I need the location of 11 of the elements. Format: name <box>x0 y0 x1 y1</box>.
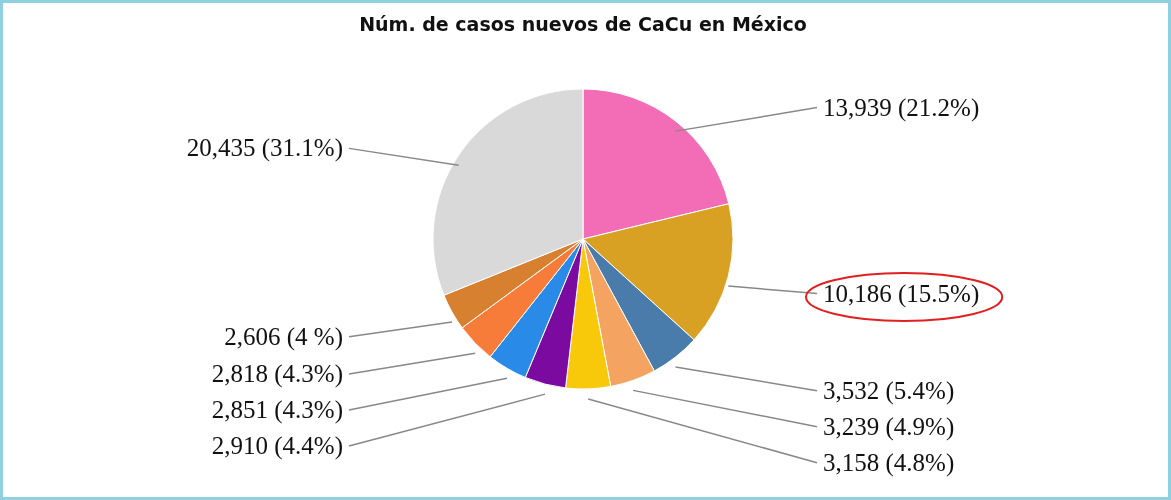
data-label: 13,939 (21.2%) <box>823 93 980 122</box>
data-label: 3,158 (4.8%) <box>823 448 955 477</box>
data-label: 2,910 (4.4%) <box>211 432 343 461</box>
data-label: 2,851 (4.3%) <box>211 396 343 425</box>
chart-title: Núm. de casos nuevos de CaCu en México <box>359 13 807 35</box>
data-label: 3,239 (4.9%) <box>823 412 955 441</box>
data-label: 2,818 (4.3%) <box>211 360 343 389</box>
data-label: 2,606 (4 %) <box>224 322 343 351</box>
data-label: 10,186 (15.5%) <box>823 279 980 308</box>
data-label: 3,532 (5.4%) <box>823 376 955 405</box>
data-label: 20,435 (31.1%) <box>186 134 343 163</box>
